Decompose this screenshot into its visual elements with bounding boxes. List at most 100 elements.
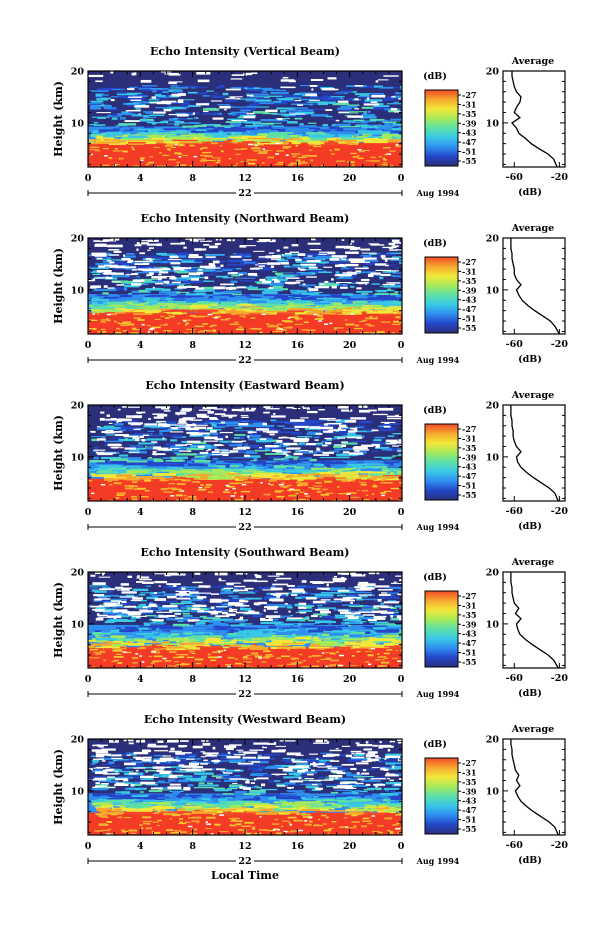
average-x-tick-label: -60 <box>506 673 524 684</box>
date-day: 22 <box>238 522 251 533</box>
x-tick-label: 20 <box>343 674 357 685</box>
average-frame <box>502 70 566 168</box>
heatmap-cells <box>88 71 402 167</box>
colorbar-tick-label: -35 <box>462 610 476 620</box>
x-tick-label: 16 <box>291 340 305 351</box>
x-tick-label: 0 <box>398 507 405 518</box>
average-x-tick-label: -60 <box>506 172 524 183</box>
x-tick-label: 12 <box>238 674 251 685</box>
x-tick-label: 4 <box>137 340 144 351</box>
colorbar-tick-label: -47 <box>462 137 476 147</box>
average-title: Average <box>511 390 554 401</box>
colorbar-tick-label: -51 <box>462 815 476 825</box>
panel-title: Echo Intensity (Eastward Beam) <box>145 379 344 392</box>
colorbar-tick-label: -47 <box>462 304 476 314</box>
y-tick-label: 10 <box>71 452 85 463</box>
colorbar-tick-label: -39 <box>462 285 477 295</box>
x-tick-label: 20 <box>343 340 357 351</box>
x-tick-label: 12 <box>238 173 251 184</box>
average-x-tick-label: -20 <box>551 673 569 684</box>
colorbar-units: (dB) <box>423 739 447 750</box>
panel-title: Echo Intensity (Westward Beam) <box>144 713 346 726</box>
date-day: 22 <box>238 856 251 867</box>
x-tick-label: 16 <box>291 507 305 518</box>
colorbar-tick-label: -51 <box>462 481 476 491</box>
x-tick-label: 20 <box>343 841 357 852</box>
average-x-tick-label: -20 <box>551 172 569 183</box>
colorbar-tick-label: -43 <box>462 295 477 305</box>
colorbar-tick-label: -55 <box>462 156 476 166</box>
beam-panel-1: Echo Intensity (Northward Beam) 10 20 0 4 8 12… <box>52 212 568 366</box>
date-label: Aug 1994 <box>416 689 460 699</box>
colorbar-tick-label: -35 <box>462 777 476 787</box>
colorbar-tick-label: -35 <box>462 276 476 286</box>
y-axis-label: Height (km) <box>52 248 65 324</box>
x-tick-label: 12 <box>238 841 251 852</box>
colorbar-tick-label: -47 <box>462 638 476 648</box>
x-tick-label: 0 <box>398 841 405 852</box>
average-y-tick-label: 10 <box>486 118 500 129</box>
colorbar-tick-label: -31 <box>462 767 476 777</box>
colorbar-tick-label: -55 <box>462 657 476 667</box>
x-axis-label: Local Time <box>211 869 279 882</box>
colorbar-tick-label: -51 <box>462 147 476 157</box>
beam-panel-3: Echo Intensity (Southward Beam) 10 20 0 4 8 12… <box>52 546 568 700</box>
date-day: 22 <box>238 188 251 199</box>
x-tick-label: 16 <box>291 674 305 685</box>
average-y-tick-label: 20 <box>486 234 500 245</box>
colorbar-tick-label: -47 <box>462 471 476 481</box>
x-tick-label: 8 <box>189 340 196 351</box>
average-frame <box>502 738 566 836</box>
colorbar-tick-label: -43 <box>462 796 477 806</box>
heatmap-cells <box>88 238 402 334</box>
colorbar <box>424 590 459 668</box>
x-tick-label: 20 <box>343 173 357 184</box>
colorbar-tick-label: -39 <box>462 786 477 796</box>
x-tick-label: 0 <box>398 674 405 685</box>
date-day: 22 <box>238 355 251 366</box>
x-tick-label: 0 <box>85 674 92 685</box>
panel-title: Echo Intensity (Vertical Beam) <box>150 45 340 58</box>
x-tick-label: 12 <box>238 507 251 518</box>
average-x-label: (dB) <box>518 855 542 866</box>
y-tick-label: 20 <box>71 568 85 579</box>
beam-panel-0: Echo Intensity (Vertical Beam) 10 20 0 4 8 12 1… <box>52 45 568 199</box>
date-label: Aug 1994 <box>416 856 460 866</box>
y-tick-label: 10 <box>71 285 85 296</box>
panel-title: Echo Intensity (Southward Beam) <box>141 546 350 559</box>
date-day: 22 <box>238 689 251 700</box>
average-profile-line <box>510 739 559 836</box>
average-title: Average <box>511 724 554 735</box>
beam-panel-4: Echo Intensity (Westward Beam) 10 20 0 4 8 12 1… <box>52 713 568 867</box>
heatmap-cells <box>88 739 402 835</box>
average-x-tick-label: -20 <box>551 339 569 350</box>
average-y-tick-label: 10 <box>486 786 500 797</box>
panel-title: Echo Intensity (Northward Beam) <box>141 212 350 225</box>
heatmap-cells <box>88 572 402 668</box>
average-x-label: (dB) <box>518 354 542 365</box>
average-y-tick-label: 10 <box>486 285 500 296</box>
colorbar-tick-label: -27 <box>462 758 476 768</box>
x-tick-label: 4 <box>137 507 144 518</box>
average-x-tick-label: -20 <box>551 840 569 851</box>
average-x-tick-label: -20 <box>551 506 569 517</box>
average-y-tick-label: 10 <box>486 619 500 630</box>
colorbar-tick-label: -43 <box>462 629 477 639</box>
average-x-tick-label: -60 <box>506 339 524 350</box>
colorbar <box>424 256 459 334</box>
average-title: Average <box>511 557 554 568</box>
x-tick-label: 4 <box>137 841 144 852</box>
colorbar <box>424 89 459 167</box>
average-title: Average <box>511 223 554 234</box>
colorbar-tick-label: -31 <box>462 433 476 443</box>
beam-panel-2: Echo Intensity (Eastward Beam) 10 20 0 4 8 12 1… <box>52 379 568 533</box>
y-tick-label: 10 <box>71 619 85 630</box>
average-frame <box>502 404 566 502</box>
date-label: Aug 1994 <box>416 355 460 365</box>
heatmap-cells <box>88 405 402 501</box>
x-tick-label: 0 <box>85 507 92 518</box>
colorbar <box>424 757 459 835</box>
colorbar-tick-label: -27 <box>462 591 476 601</box>
colorbar-tick-label: -27 <box>462 257 476 267</box>
